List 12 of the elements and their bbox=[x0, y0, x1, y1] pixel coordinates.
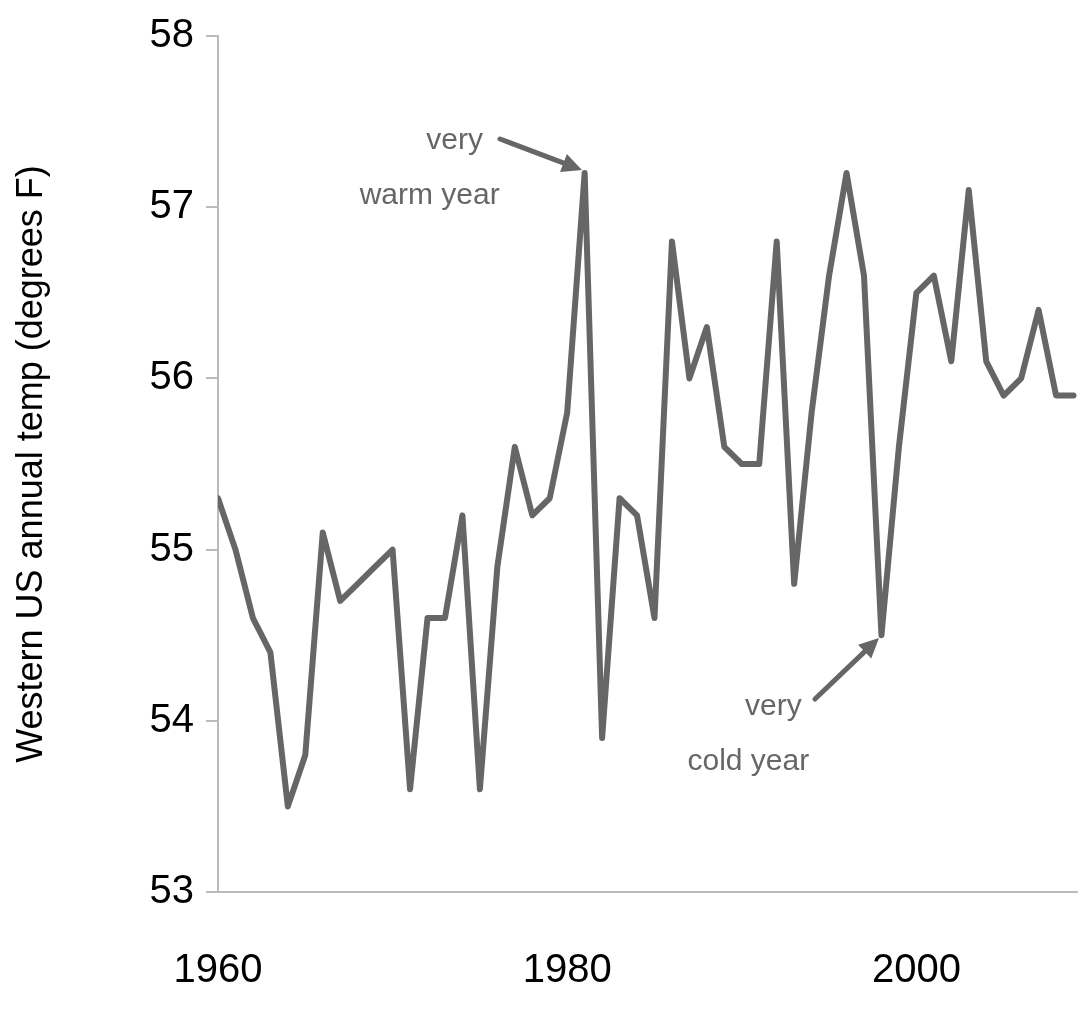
x-tick-label: 2000 bbox=[871, 946, 961, 991]
y-axis-title: Western US annual temp (degrees F) bbox=[8, 165, 50, 763]
annotation: very warm year bbox=[359, 120, 500, 212]
y-tick-label: 54 bbox=[149, 695, 194, 740]
y-tick-label: 57 bbox=[149, 182, 194, 227]
x-tick-label: 1960 bbox=[173, 946, 263, 991]
y-tick-label: 53 bbox=[149, 867, 194, 912]
annotation: very cold year bbox=[687, 687, 810, 779]
y-tick-label: 56 bbox=[149, 353, 194, 398]
y-tick-label: 58 bbox=[149, 11, 194, 56]
x-tick-label: 1980 bbox=[522, 946, 612, 991]
y-tick-label: 55 bbox=[149, 524, 194, 569]
